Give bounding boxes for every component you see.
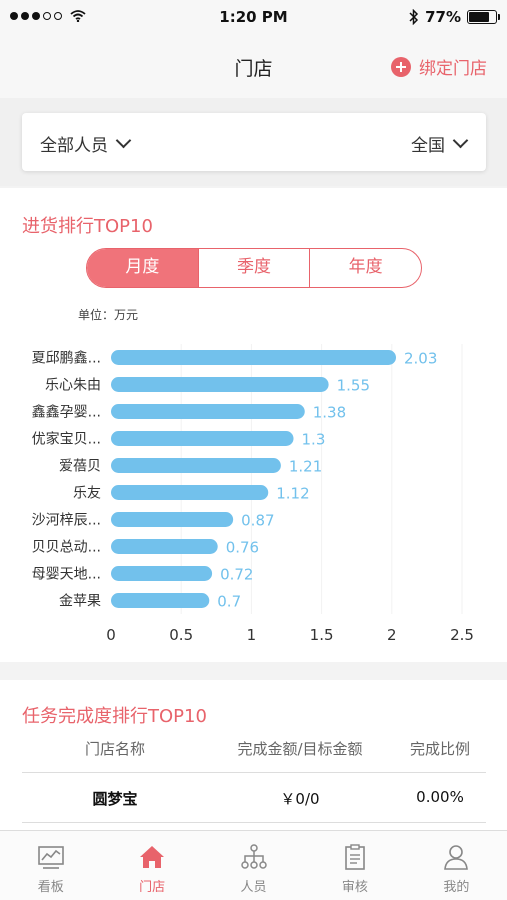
signal-indicator <box>10 10 86 22</box>
row-ratio: 0.00% <box>416 788 464 806</box>
row-amount: ￥0/0 <box>280 790 320 808</box>
value-label: 1.38 <box>313 404 346 422</box>
purchase-ranking-title: 进货排行TOP10 <box>22 216 153 237</box>
chevron-down-icon <box>452 132 469 149</box>
category-label: 爱蓓贝 <box>59 459 101 475</box>
bar <box>111 566 213 581</box>
task-ranking-section: 任务完成度排行TOP10 门店名称 完成金额/目标金额 完成比例 圆梦宝 ￥0/… <box>0 680 507 830</box>
category-label: 母婴天地... <box>32 567 101 583</box>
tab-monthly[interactable]: 月度 <box>87 249 198 287</box>
value-label: 1.21 <box>289 458 322 476</box>
tab-review[interactable]: 审核 <box>304 831 405 900</box>
purchase-bar-chart: 夏邱鹏鑫... 2.03 乐心朱由 1.55 鑫鑫孕婴... 1.38 优家宝贝... 1.3… <box>32 344 474 644</box>
bind-store-label: 绑定门店 <box>419 59 487 79</box>
bar <box>111 593 210 608</box>
bar <box>111 431 294 446</box>
category-label: 乐心朱由 <box>45 378 101 394</box>
header-ratio: 完成比例 <box>409 740 470 758</box>
value-label: 0.72 <box>220 566 253 584</box>
value-label: 1.12 <box>276 485 309 503</box>
nav-bar: 门店 绑定门店 <box>0 36 507 98</box>
clipboard-icon <box>345 844 365 870</box>
period-tabs: 月度 季度 年度 <box>86 248 422 288</box>
filter-card: 全部人员 全国 <box>22 113 486 171</box>
value-label: 0.7 <box>217 593 241 611</box>
bar <box>111 350 397 365</box>
bottom-tab-bar: 看板 门店 人员 审核 我的 <box>0 830 507 900</box>
tab-review-label: 审核 <box>341 880 368 895</box>
status-bar: 1:20 PM 77% <box>0 0 507 36</box>
page-title: 门店 <box>234 58 273 80</box>
header-store-name: 门店名称 <box>84 740 145 758</box>
category-label: 乐友 <box>73 486 101 502</box>
user-icon <box>444 845 469 870</box>
x-tick-label: 0 <box>106 626 116 644</box>
filter-area: 全部人员 全国 <box>0 98 507 186</box>
category-label: 金苹果 <box>59 594 101 610</box>
value-label: 2.03 <box>404 350 437 368</box>
bar <box>111 377 329 392</box>
people-filter-dropdown[interactable]: 全部人员 <box>40 131 132 156</box>
tab-people[interactable]: 人员 <box>203 831 304 900</box>
bar <box>111 512 234 527</box>
unit-label: 单位：万元 <box>78 308 139 322</box>
x-tick-label: 1 <box>247 626 257 644</box>
value-label: 1.3 <box>302 431 326 449</box>
value-label: 0.87 <box>241 512 274 530</box>
category-label: 贝贝总动... <box>32 540 101 556</box>
battery-percent: 77% <box>425 8 461 26</box>
region-filter-dropdown[interactable]: 全国 <box>411 131 469 156</box>
x-tick-label: 1.5 <box>310 626 334 644</box>
header-amount: 完成金额/目标金额 <box>237 740 363 758</box>
tab-mine[interactable]: 我的 <box>406 831 507 900</box>
plus-circle-icon <box>391 56 411 77</box>
divider <box>22 772 486 773</box>
bar <box>111 539 218 554</box>
people-filter-label: 全部人员 <box>40 136 108 156</box>
divider <box>22 822 486 823</box>
bluetooth-icon <box>409 9 419 25</box>
org-chart-icon <box>240 844 267 869</box>
home-icon <box>140 846 165 868</box>
row-store-name: 圆梦宝 <box>92 790 138 808</box>
tab-store-label: 门店 <box>139 880 166 895</box>
tab-yearly[interactable]: 年度 <box>309 249 421 287</box>
tab-mine-label: 我的 <box>443 880 470 895</box>
tab-dashboard[interactable]: 看板 <box>0 831 101 900</box>
category-label: 夏邱鹏鑫... <box>32 350 101 367</box>
bind-store-button[interactable]: 绑定门店 <box>391 54 487 79</box>
x-tick-label: 0.5 <box>169 626 193 644</box>
bar <box>111 404 305 419</box>
value-label: 0.76 <box>226 539 259 557</box>
wifi-icon <box>70 10 86 22</box>
status-time: 1:20 PM <box>219 8 288 26</box>
tab-quarterly[interactable]: 季度 <box>197 249 310 287</box>
bar <box>111 458 281 473</box>
purchase-ranking-section: 进货排行TOP10 月度 季度 年度 单位：万元 夏邱鹏鑫... 2.03 乐心朱由… <box>0 188 507 662</box>
category-label: 沙河梓辰... <box>32 513 101 529</box>
tab-people-label: 人员 <box>240 880 267 895</box>
chevron-down-icon <box>115 132 132 149</box>
task-ranking-title: 任务完成度排行TOP10 <box>22 706 207 727</box>
x-tick-label: 2 <box>387 626 397 644</box>
region-filter-label: 全国 <box>411 136 445 156</box>
category-label: 优家宝贝... <box>32 431 101 448</box>
value-label: 1.55 <box>337 377 370 395</box>
category-label: 鑫鑫孕婴... <box>32 404 101 421</box>
tab-dashboard-label: 看板 <box>37 880 64 895</box>
bar <box>111 485 269 500</box>
tab-store[interactable]: 门店 <box>101 831 202 900</box>
dashboard-icon <box>37 846 64 869</box>
battery-icon <box>467 10 500 24</box>
battery-fill <box>469 12 490 22</box>
x-tick-label: 2.5 <box>450 626 474 644</box>
